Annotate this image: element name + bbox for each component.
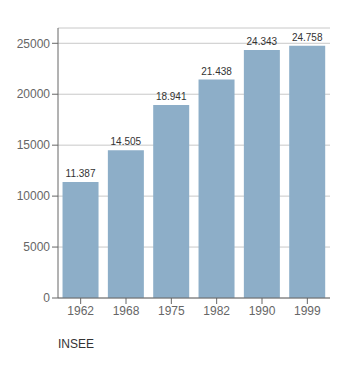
html-text:INSEE: INSEE <box>58 337 94 351</box>
svg-text:5000: 5000 <box>23 240 50 254</box>
svg-text:20000: 20000 <box>17 87 51 101</box>
svg-text:24.343: 24.343 <box>247 36 278 47</box>
svg-text:1975: 1975 <box>158 304 185 318</box>
svg-text:1990: 1990 <box>249 304 276 318</box>
svg-text:11.387: 11.387 <box>66 168 96 179</box>
svg-text:18.941: 18.941 <box>156 91 187 102</box>
svg-text:1999: 1999 <box>294 304 321 318</box>
svg-text:1968: 1968 <box>113 304 140 318</box>
svg-text:25000: 25000 <box>17 37 51 51</box>
svg-text:24.758: 24.758 <box>292 32 323 43</box>
svg-text:0: 0 <box>43 291 50 305</box>
svg-text:15000: 15000 <box>17 138 51 152</box>
svg-text:14.505: 14.505 <box>111 136 142 147</box>
svg-text:10000: 10000 <box>17 189 51 203</box>
svg-text:1982: 1982 <box>203 304 230 318</box>
svg-text:1962: 1962 <box>67 304 94 318</box>
svg-text:21.438: 21.438 <box>201 66 232 77</box>
